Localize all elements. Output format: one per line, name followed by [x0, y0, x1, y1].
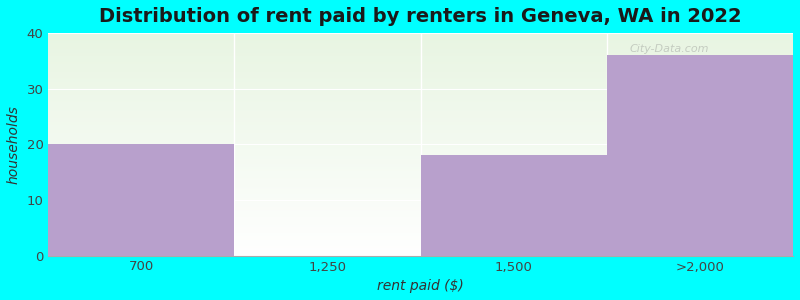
Text: City-Data.com: City-Data.com: [629, 44, 709, 54]
X-axis label: rent paid ($): rent paid ($): [378, 279, 464, 293]
Title: Distribution of rent paid by renters in Geneva, WA in 2022: Distribution of rent paid by renters in …: [99, 7, 742, 26]
Bar: [48, 144, 234, 256]
Bar: [421, 155, 607, 256]
Bar: [607, 55, 793, 256]
Y-axis label: households: households: [7, 105, 21, 184]
